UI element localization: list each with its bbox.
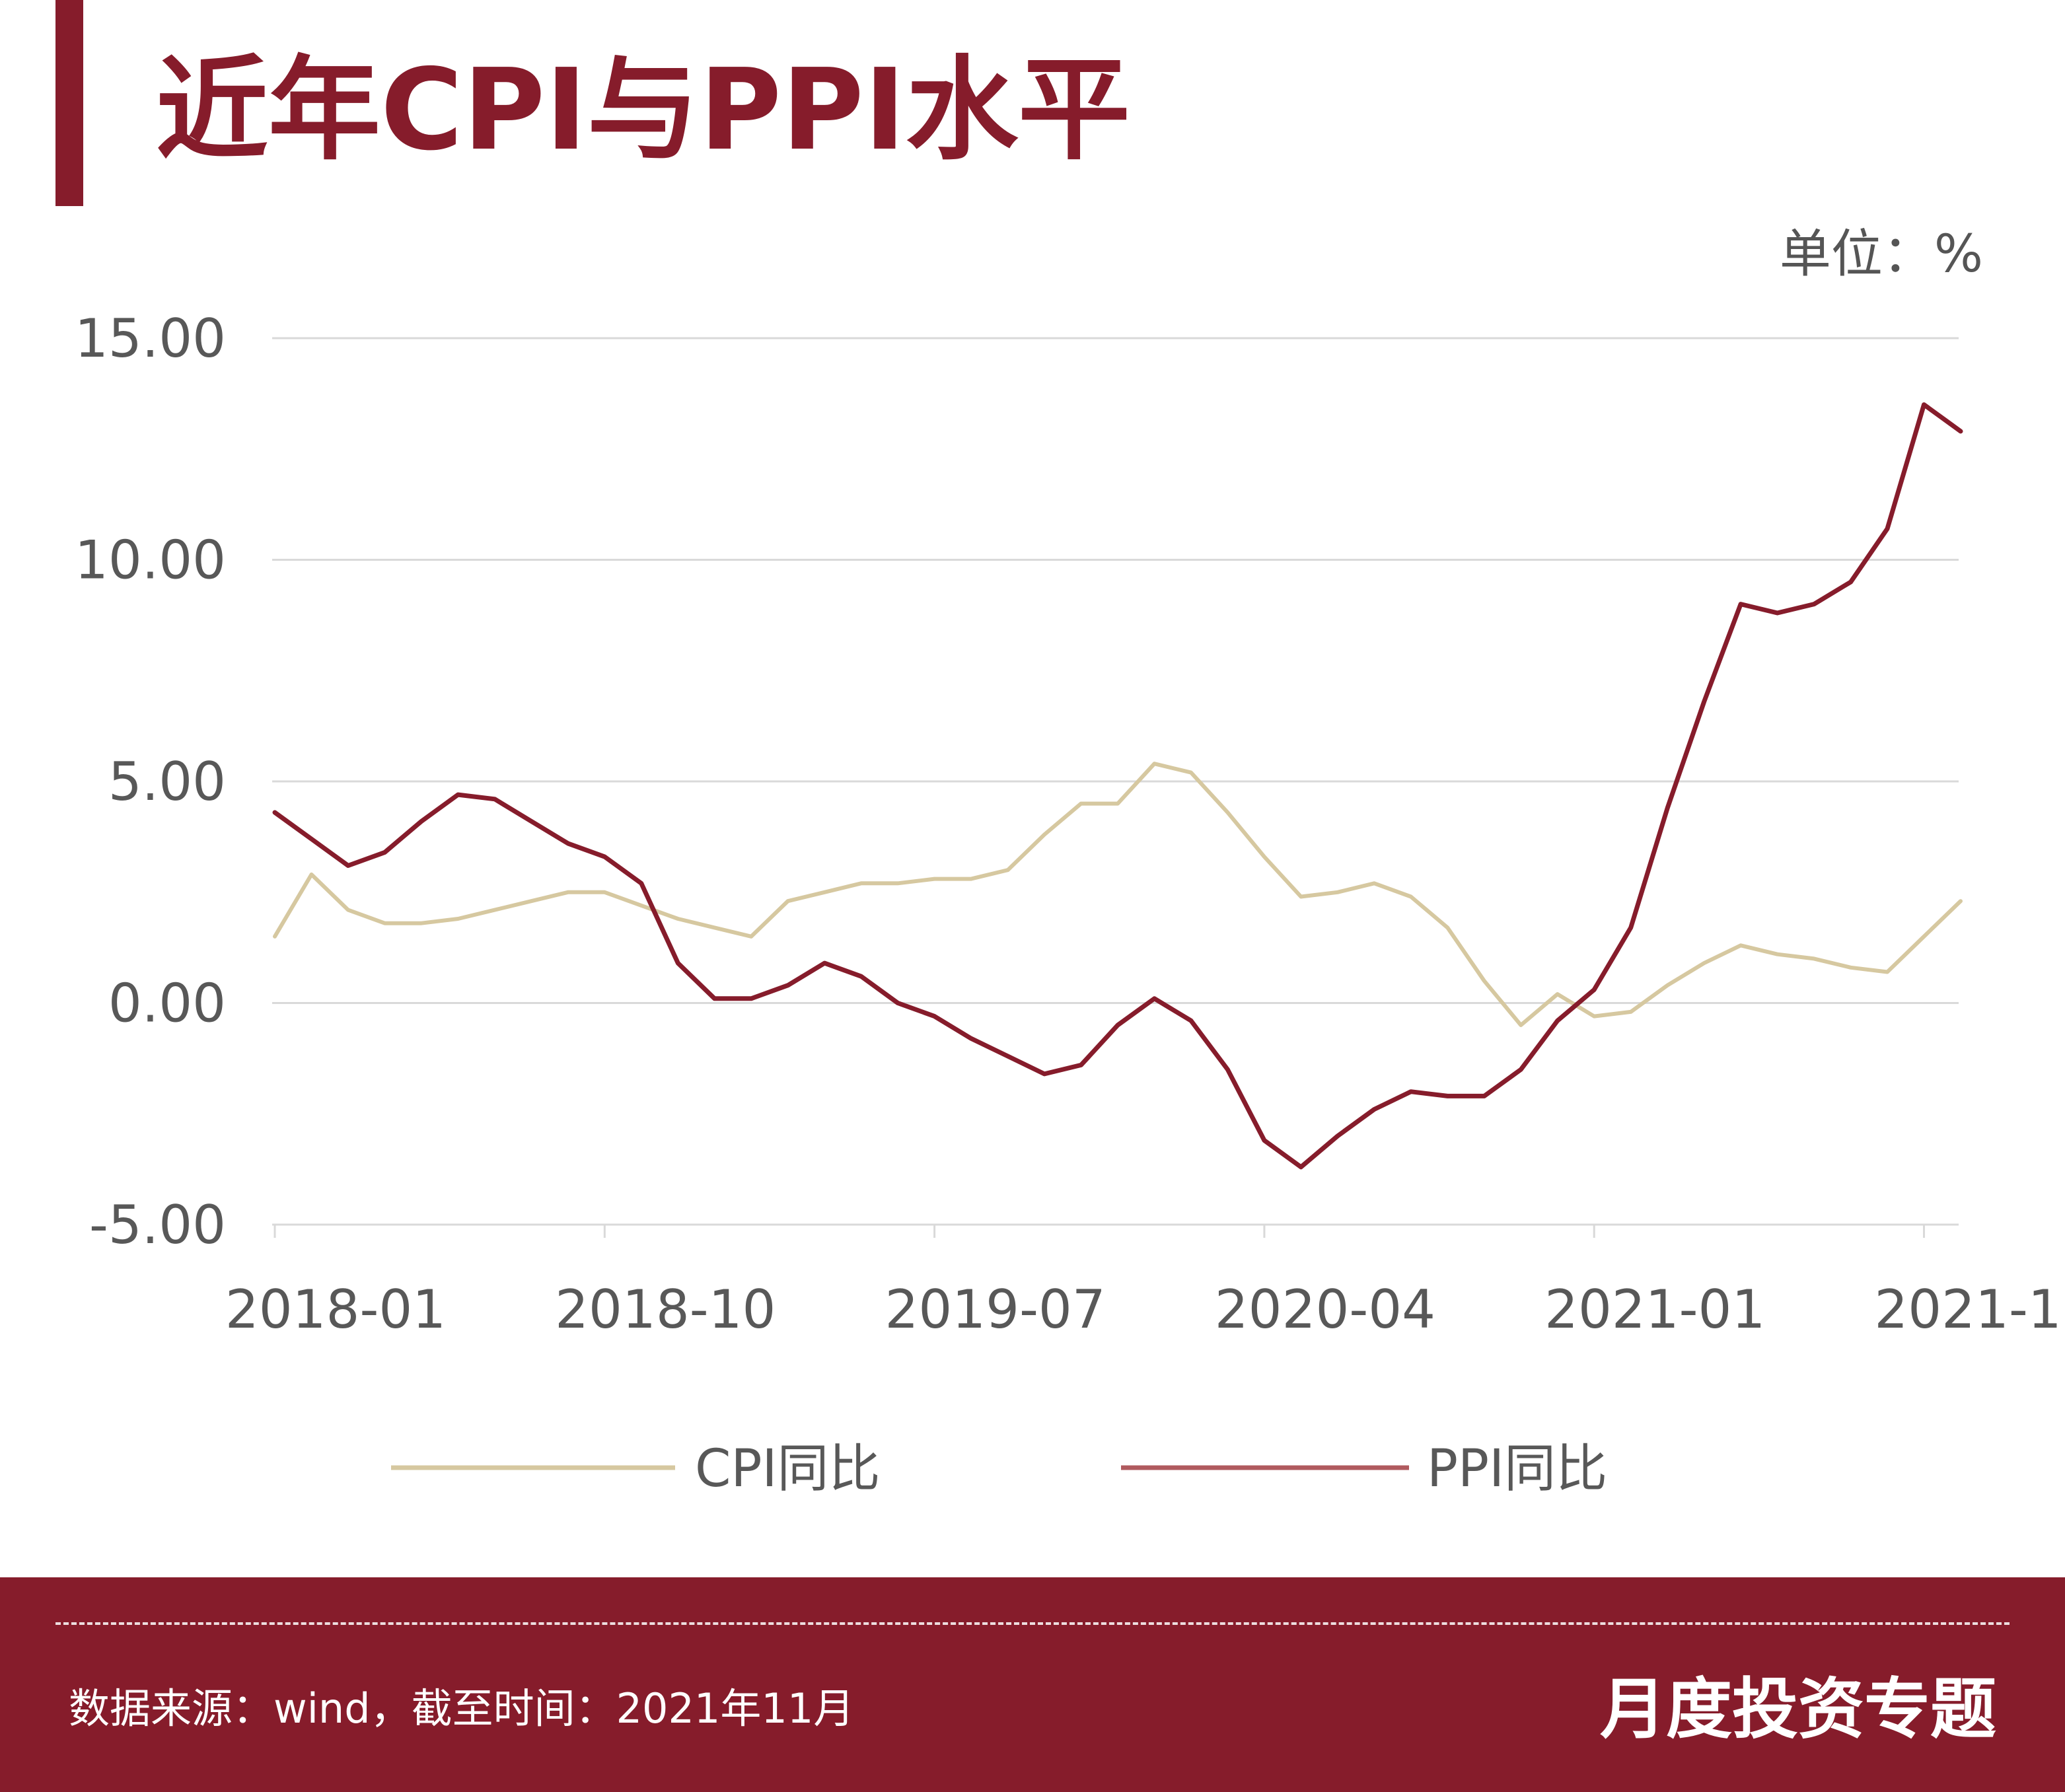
gridlines — [272, 337, 1959, 1004]
x-tick-label: 2021-10 — [1874, 1279, 2065, 1340]
x-axis — [272, 1223, 1959, 1238]
footer-brand-label: 月度投资专题 — [1600, 1670, 1996, 1748]
x-tick-label: 2021-01 — [1544, 1279, 1765, 1340]
legend-item-cpi-label: CPI同比 — [695, 1439, 881, 1499]
series-lines — [272, 402, 1963, 1170]
ppi-series-line — [272, 402, 1963, 1170]
cpi-series-line — [273, 762, 1963, 1027]
legend: CPI同比 PPI同比 — [391, 1439, 1607, 1499]
title-accent-bar — [55, 0, 83, 206]
footer-dashed-divider — [55, 1622, 2010, 1625]
x-tick-label: 2020-04 — [1215, 1279, 1435, 1340]
x-tick-label: 2018-01 — [225, 1279, 446, 1340]
legend-item-ppi-label: PPI同比 — [1427, 1439, 1607, 1499]
y-tick-label: -5.00 — [89, 1194, 226, 1256]
y-tick-label: 5.00 — [108, 751, 226, 812]
chart-title: 近年CPI与PPI水平 — [156, 45, 1131, 176]
footer-bar: 数据来源：wind，截至时间：2021年11月 月度投资专题 — [0, 1577, 2065, 1792]
y-tick-label: 0.00 — [108, 973, 226, 1034]
y-axis-tick-labels: -5.00 0.00 5.00 10.00 15.00 — [75, 308, 226, 1256]
x-tick-label: 2019-07 — [885, 1279, 1105, 1340]
data-source-note: 数据来源：wind，截至时间：2021年11月 — [69, 1684, 855, 1733]
y-tick-label: 10.00 — [75, 530, 226, 591]
x-tick-label: 2018-10 — [555, 1279, 776, 1340]
unit-label: 单位：% — [1779, 225, 1983, 284]
x-axis-tick-labels: 2018-01 2018-10 2019-07 2020-04 2021-01 2021-… — [225, 1279, 2065, 1340]
y-tick-label: 15.00 — [75, 308, 226, 369]
